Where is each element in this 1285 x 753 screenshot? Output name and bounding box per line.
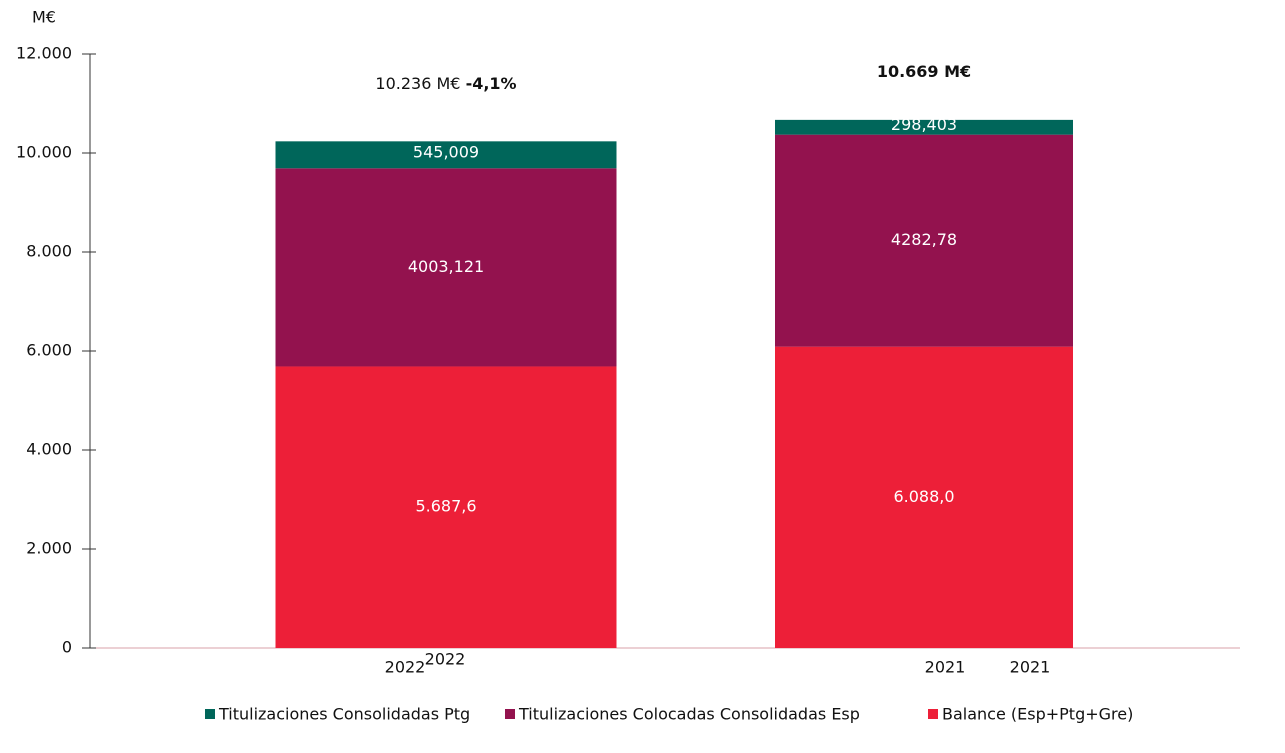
legend-label: Balance (Esp+Ptg+Gre)	[942, 705, 1133, 724]
bar-segment	[775, 119, 1073, 135]
legend-swatch	[928, 709, 938, 719]
bar-segment	[275, 141, 617, 169]
bar-segment	[275, 366, 617, 648]
data-label: 4282,78	[891, 230, 957, 249]
data-label: 5.687,6	[415, 497, 476, 516]
y-tick-label: 10.000	[16, 143, 72, 162]
x-tick-label-secondary: 2022	[425, 650, 466, 669]
legend-swatch	[205, 709, 215, 719]
y-tick-label: 4.000	[26, 440, 72, 459]
annotation-text: 10.236 M€	[375, 74, 460, 93]
bar-segment	[275, 168, 617, 367]
y-tick-label: 6.000	[26, 341, 72, 360]
y-tick-label: 8.000	[26, 242, 72, 261]
annotation: 10.236 M€ -4,1%	[375, 74, 516, 93]
annotation: 10.669 M€	[877, 62, 971, 81]
y-axis-label: M€	[32, 8, 56, 27]
x-tick-label-secondary: 2021	[1010, 658, 1051, 677]
data-label: 6.088,0	[893, 487, 954, 506]
x-tick-label: 2022	[385, 658, 426, 677]
legend-label: Titulizaciones Colocadas Consolidadas Es…	[518, 705, 860, 724]
data-label: 4003,121	[408, 257, 484, 276]
annotation-bold: 10.669 M€	[877, 62, 971, 81]
data-label: 298,403	[891, 115, 957, 134]
x-tick-label: 2021	[925, 658, 966, 677]
y-tick-label: 0	[62, 638, 72, 657]
legend-label: Titulizaciones Consolidadas Ptg	[218, 705, 470, 724]
bar-segment	[775, 346, 1073, 648]
y-tick-label: 12.000	[16, 44, 72, 63]
legend-swatch	[505, 709, 515, 719]
data-label: 545,009	[413, 142, 479, 161]
annotation-bold: -4,1%	[466, 74, 517, 93]
y-tick-label: 2.000	[26, 539, 72, 558]
bar-segment	[775, 134, 1073, 347]
